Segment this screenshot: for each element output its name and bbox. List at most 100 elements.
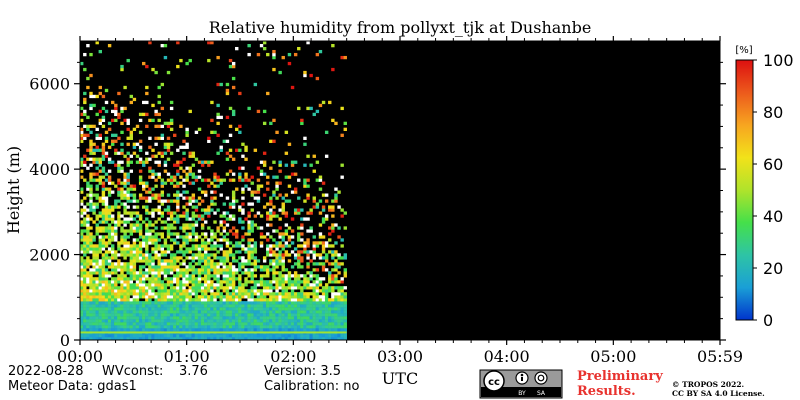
heatmap-cell [247, 271, 251, 275]
heatmap-cell [278, 274, 282, 278]
heatmap-cell [123, 175, 127, 179]
heatmap-cell [216, 133, 220, 137]
heatmap-cell [107, 178, 112, 182]
heatmap-cell [107, 316, 112, 320]
heatmap-cell [176, 292, 180, 296]
heatmap-cell [225, 157, 230, 161]
heatmap-cell [123, 190, 127, 194]
heatmap-cell [101, 217, 106, 221]
heatmap-cell [290, 163, 295, 167]
heatmap-cell [104, 256, 109, 260]
heatmap-cell [216, 178, 220, 182]
heatmap-cell [253, 334, 258, 338]
heatmap-cell [151, 148, 155, 152]
heatmap-cell [135, 259, 140, 263]
heatmap-cell [235, 187, 239, 191]
heatmap-cell [163, 274, 168, 278]
heatmap-cell [173, 268, 177, 272]
heatmap-cell [185, 211, 189, 215]
heatmap-cell [244, 145, 248, 149]
heatmap-cell [340, 316, 344, 320]
heatmap-cell [293, 325, 298, 329]
heatmap-cell [306, 211, 310, 215]
heatmap-cell [98, 286, 102, 290]
heatmap-cell [293, 280, 298, 284]
heatmap-cell [157, 334, 161, 338]
heatmap-cell [176, 214, 180, 218]
heatmap-cell [297, 301, 301, 305]
x-tick-label: 04:00 [484, 347, 530, 366]
heatmap-cell [253, 298, 258, 302]
heatmap-cell [179, 58, 183, 63]
heatmap-cell [259, 184, 264, 188]
heatmap-cell [309, 298, 313, 302]
heatmap-cell [86, 235, 90, 239]
heatmap-cell [169, 316, 174, 320]
heatmap-cell [163, 286, 168, 290]
heatmap-cell [179, 160, 183, 164]
heatmap-cell [204, 292, 208, 296]
heatmap-cell [213, 178, 217, 182]
heatmap-cell [154, 295, 158, 299]
heatmap-cell [95, 310, 99, 314]
heatmap-cell [154, 307, 158, 311]
heatmap-cell [120, 337, 124, 341]
heatmap-cell [160, 316, 165, 320]
heatmap-cell [104, 220, 109, 224]
heatmap-cell [148, 259, 152, 263]
heatmap-cell [312, 337, 316, 341]
heatmap-cell [269, 283, 273, 287]
heatmap-cell [148, 232, 152, 236]
heatmap-cell [123, 262, 127, 266]
heatmap-cell [247, 334, 251, 338]
heatmap-cell [266, 289, 270, 293]
heatmap-cell [117, 199, 121, 203]
heatmap-cell [129, 193, 134, 197]
heatmap-cell [287, 322, 292, 326]
heatmap-cell [114, 295, 118, 299]
heatmap-cell [83, 208, 87, 212]
heatmap-cell [151, 208, 155, 212]
heatmap-cell [111, 262, 115, 266]
heatmap-cell [157, 313, 161, 317]
heatmap-cell [107, 43, 112, 48]
heatmap-cell [266, 322, 270, 326]
heatmap-cell [188, 307, 192, 311]
heatmap-cell [80, 118, 84, 123]
heatmap-cell [303, 181, 307, 185]
heatmap-cell [290, 322, 295, 326]
heatmap-cell [120, 298, 124, 302]
heatmap-cell [92, 328, 96, 332]
heatmap-cell [200, 238, 205, 242]
heatmap-cell [188, 250, 192, 254]
heatmap-cell [123, 85, 127, 90]
heatmap-cell [169, 199, 174, 203]
heatmap-cell [216, 151, 220, 155]
heatmap-cell [247, 220, 251, 224]
heatmap-cell [145, 211, 149, 215]
heatmap-cell [340, 208, 344, 212]
heatmap-cell [123, 223, 127, 227]
heatmap-cell [235, 259, 239, 263]
heatmap-cell [194, 295, 199, 299]
heatmap-cell [123, 247, 127, 251]
heatmap-cell [160, 43, 165, 48]
heatmap-cell [272, 286, 276, 290]
heatmap-cell [104, 250, 109, 254]
heatmap-cell [197, 253, 202, 257]
heatmap-cell [275, 187, 279, 191]
heatmap-cell [114, 265, 118, 269]
heatmap-cell [238, 217, 242, 221]
heatmap-cell [123, 217, 127, 221]
heatmap-cell [126, 235, 130, 239]
heatmap-cell [200, 286, 205, 290]
heatmap-cell [80, 157, 84, 161]
heatmap-cell [247, 307, 251, 311]
heatmap-cell [235, 328, 239, 332]
heatmap-cell [290, 334, 295, 338]
heatmap-cell [331, 295, 335, 299]
heatmap-cell [104, 286, 109, 290]
heatmap-cell [284, 310, 289, 314]
heatmap-cell [256, 289, 261, 293]
heatmap-cell [173, 280, 177, 284]
